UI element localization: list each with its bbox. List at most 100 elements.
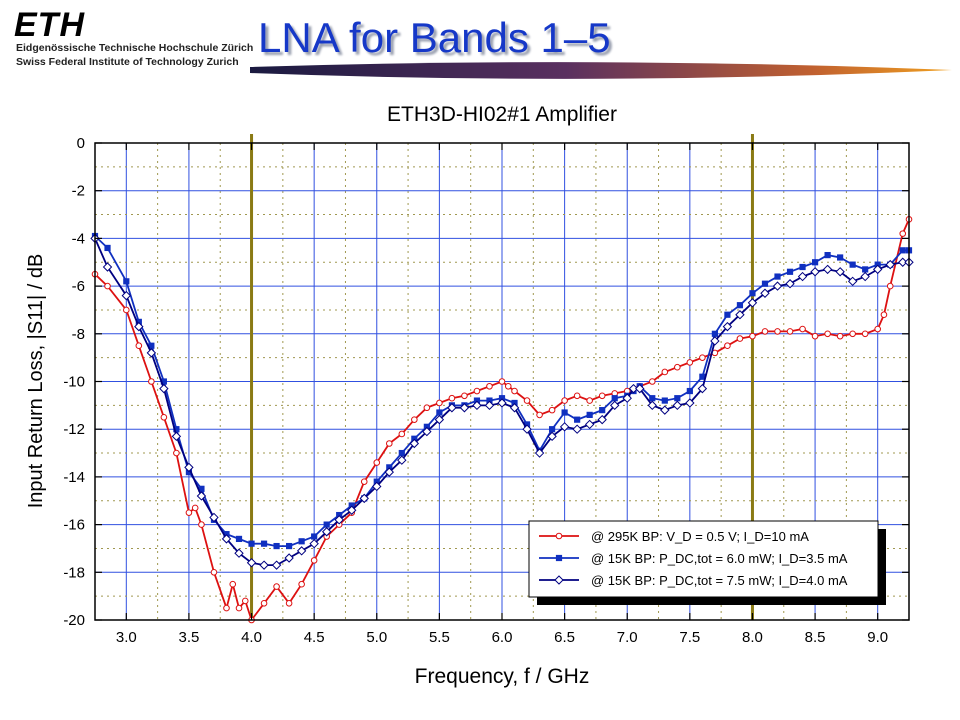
x-tick-label: 8.5 (805, 629, 826, 646)
data-point (672, 400, 683, 411)
data-point (574, 416, 581, 423)
data-point (434, 414, 445, 425)
data-point (811, 259, 819, 266)
data-point (786, 268, 794, 275)
data-point (874, 325, 881, 333)
data-point (536, 411, 543, 419)
data-point (561, 397, 568, 404)
data-point (241, 597, 249, 605)
data-point (422, 426, 432, 437)
x-tick-label: 4.0 (241, 629, 262, 646)
data-point (198, 521, 205, 528)
data-point (559, 422, 570, 432)
data-point (836, 332, 844, 340)
data-point (761, 328, 769, 335)
data-point (522, 424, 532, 434)
data-point (436, 399, 443, 407)
data-point (735, 310, 745, 320)
data-point (660, 405, 670, 415)
data-point (797, 271, 808, 282)
data-point (185, 509, 193, 516)
data-point (121, 290, 132, 301)
data-point (722, 321, 733, 332)
data-point (235, 535, 243, 543)
data-point (611, 395, 618, 402)
data-point (862, 266, 869, 273)
data-point (786, 328, 794, 335)
y-tick-label: -4 (72, 230, 85, 247)
eth-logo: ETH (14, 6, 85, 44)
data-point (898, 257, 908, 267)
data-point (880, 311, 888, 319)
y-tick-label: 0 (77, 135, 85, 152)
legend-entry: @ 15K BP: P_DC,tot = 6.0 mW; I_D=3.5 mA (591, 551, 848, 566)
legend-entry: @ 295K BP: V_D = 0.5 V; I_D=10 mA (591, 529, 809, 544)
data-point (372, 481, 382, 492)
data-point (298, 580, 305, 588)
data-point (849, 330, 856, 338)
data-point (447, 403, 457, 413)
x-tick-label: 8.0 (742, 629, 763, 646)
data-point (284, 553, 294, 563)
data-point (334, 515, 344, 525)
data-point (899, 247, 906, 254)
x-tick-label: 5.0 (366, 629, 387, 646)
data-point (872, 264, 883, 275)
data-point (146, 348, 157, 358)
data-point (555, 532, 563, 540)
data-point (271, 560, 282, 570)
data-point (409, 438, 420, 449)
data-point (747, 298, 758, 308)
data-point (385, 440, 393, 447)
data-point (548, 406, 556, 414)
data-point (849, 261, 856, 268)
data-point (736, 302, 744, 309)
data-point (697, 383, 708, 394)
data-point (309, 538, 319, 549)
data-point (811, 332, 819, 340)
data-point (724, 311, 731, 318)
data-point (661, 368, 669, 376)
data-point (398, 430, 406, 438)
legend-entry: @ 15K BP: P_DC,tot = 7.5 mW; I_D=4.0 mA (591, 573, 848, 588)
data-point (810, 267, 820, 277)
data-point (554, 575, 564, 585)
y-tick-label: -8 (72, 326, 85, 343)
data-point (534, 448, 545, 458)
data-point (221, 534, 232, 544)
data-point (772, 281, 783, 291)
data-point (448, 394, 456, 402)
data-point (298, 538, 305, 545)
data-point (648, 378, 656, 385)
chart-title: ETH3D-HI02#1 Amplifier (387, 103, 617, 126)
data-point (647, 400, 657, 411)
data-point (472, 400, 482, 411)
data-point (555, 554, 563, 562)
data-point (622, 393, 632, 403)
data-point (498, 378, 506, 385)
data-point (861, 330, 869, 338)
y-tick-label: -16 (63, 517, 85, 534)
data-point (899, 230, 907, 237)
data-point (459, 403, 470, 413)
data-point (686, 359, 694, 366)
data-point (674, 395, 681, 402)
data-point (398, 449, 405, 457)
data-point (286, 542, 293, 550)
y-axis-label: Input Return Loss, |S11| / dB (25, 254, 47, 509)
data-point (699, 354, 706, 361)
data-point (484, 400, 495, 411)
legend-box (528, 520, 879, 598)
data-point (321, 527, 332, 537)
data-point (824, 330, 831, 338)
data-point (234, 548, 244, 558)
data-point (824, 251, 831, 259)
data-point (504, 382, 512, 390)
data-point (635, 383, 645, 394)
x-tick-label: 4.5 (304, 629, 325, 646)
y-tick-label: -6 (72, 278, 85, 295)
data-point (686, 387, 693, 395)
data-point (347, 505, 357, 515)
